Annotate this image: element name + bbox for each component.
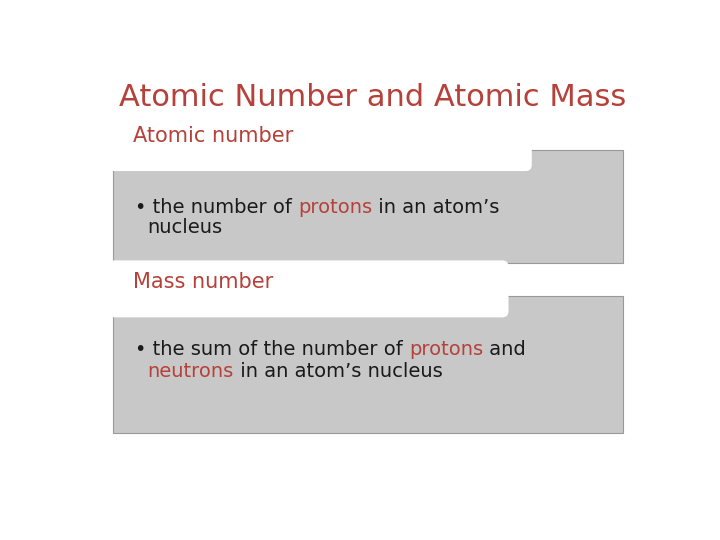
Text: protons: protons — [298, 198, 372, 217]
FancyBboxPatch shape — [109, 114, 532, 171]
Text: • the sum of the number of: • the sum of the number of — [135, 340, 409, 359]
Text: neutrons: neutrons — [148, 362, 233, 381]
Text: and: and — [483, 340, 526, 359]
Text: in an atom’s nucleus: in an atom’s nucleus — [233, 362, 442, 381]
FancyBboxPatch shape — [109, 260, 508, 318]
Text: nucleus: nucleus — [148, 218, 222, 237]
Bar — [113, 150, 624, 264]
Text: protons: protons — [409, 340, 483, 359]
Text: Mass number: Mass number — [132, 272, 273, 292]
Text: Atomic number: Atomic number — [132, 126, 293, 146]
Bar — [113, 296, 624, 433]
Text: in an atom’s: in an atom’s — [372, 198, 500, 217]
Text: Atomic Number and Atomic Mass: Atomic Number and Atomic Mass — [120, 83, 626, 112]
Text: • the number of: • the number of — [135, 198, 298, 217]
